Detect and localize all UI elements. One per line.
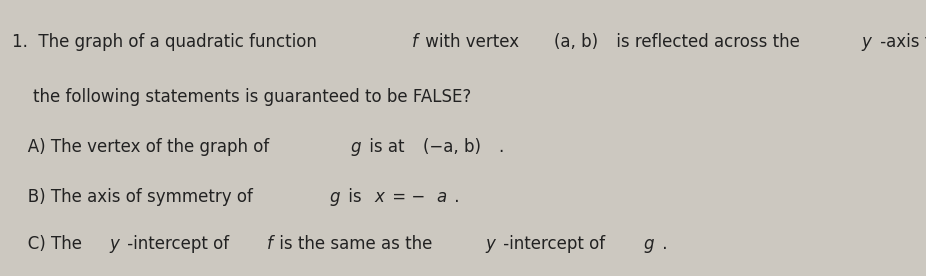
Text: f: f [267, 235, 273, 253]
Text: with vertex: with vertex [419, 33, 524, 51]
Text: 1.  The graph of a quadratic function: 1. The graph of a quadratic function [12, 33, 322, 51]
Text: is: is [344, 188, 367, 206]
Text: -intercept of: -intercept of [498, 235, 611, 253]
Text: A) The vertex of the graph of: A) The vertex of the graph of [12, 138, 274, 156]
Text: a: a [436, 188, 446, 206]
Text: g: g [330, 188, 340, 206]
Text: (a, b): (a, b) [555, 33, 598, 51]
Text: is reflected across the: is reflected across the [611, 33, 806, 51]
Text: is at: is at [364, 138, 410, 156]
Text: x: x [374, 188, 384, 206]
Text: is the same as the: is the same as the [274, 235, 438, 253]
Text: -axis to obtain the graph of: -axis to obtain the graph of [875, 33, 926, 51]
Text: y: y [485, 235, 495, 253]
Text: = −: = − [387, 188, 425, 206]
Text: .: . [657, 235, 668, 253]
Text: the following statements is guaranteed to be FALSE?: the following statements is guaranteed t… [12, 88, 471, 106]
Text: B) The axis of symmetry of: B) The axis of symmetry of [12, 188, 258, 206]
Text: C) The: C) The [12, 235, 87, 253]
Text: (−a, b): (−a, b) [423, 138, 482, 156]
Text: y: y [109, 235, 119, 253]
Text: f: f [412, 33, 418, 51]
Text: g: g [644, 235, 654, 253]
Text: -intercept of: -intercept of [122, 235, 234, 253]
Text: .: . [449, 188, 460, 206]
Text: y: y [862, 33, 871, 51]
Text: .: . [498, 138, 504, 156]
Text: g: g [351, 138, 361, 156]
